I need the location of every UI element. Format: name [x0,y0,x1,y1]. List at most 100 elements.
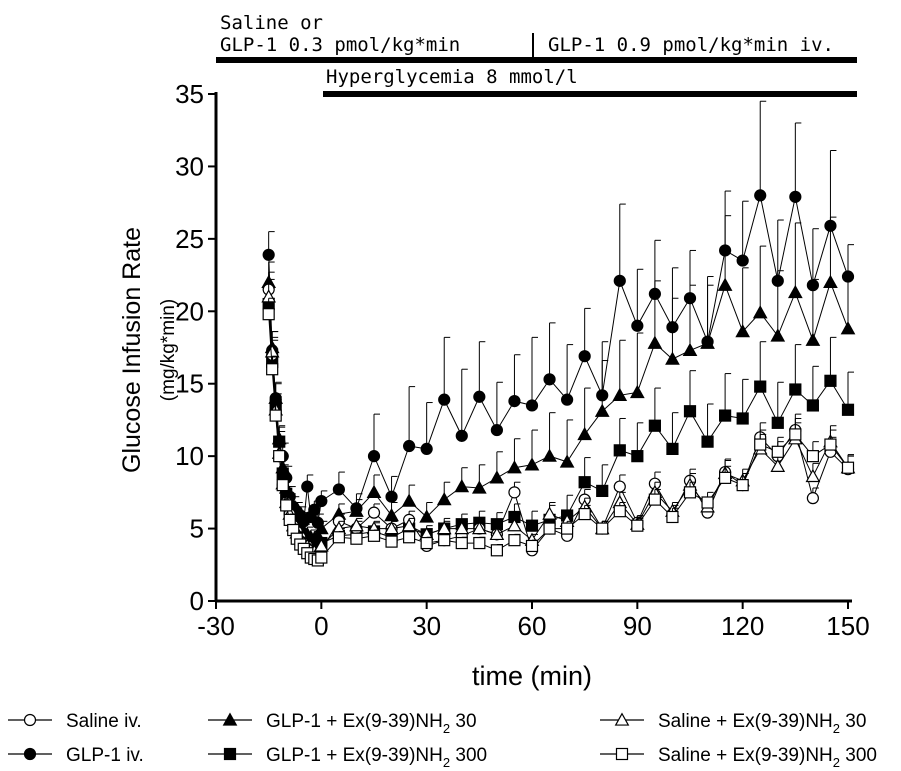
data-point-square [806,450,819,463]
hyperglycemia-label: Hyperglycemia 8 mmol/l [326,66,578,88]
data-point-circle [23,713,37,727]
legend-label: Saline + Ex(9-39)NH2 30 [658,711,866,736]
data-point-circle [508,394,521,408]
data-point-triangle [614,712,630,726]
x-tick-label: -30 [197,611,235,641]
data-point-triangle [542,448,557,462]
data-point-triangle [384,521,399,535]
data-point-square [648,419,661,432]
x-tick-label: 60 [518,611,547,641]
legend: Saline iv. GLP-1 iv. GLP-1 + Ex(9-39)NH2 3… [8,711,877,770]
data-point-triangle [454,479,470,493]
data-point-triangle [665,351,680,365]
data-point-square [771,445,784,458]
data-point-square [806,399,819,412]
data-point-square [269,409,282,422]
phase2-label: GLP-1 0.9 pmol/kg*min iv. [548,34,834,56]
data-point-triangle [805,332,821,346]
data-point-square [648,493,661,506]
data-point-square [455,536,468,550]
legend-item: GLP-1 iv. [8,745,144,766]
data-point-triangle [313,521,329,535]
data-point-square [683,486,697,499]
data-point-square [262,308,275,321]
data-point-circle [789,190,802,203]
data-point-triangle [384,507,399,522]
data-point-triangle [717,277,733,291]
legend-item: GLP-1 + Ex(9-39)NH2 300 [208,745,487,770]
x-axis-title: time (min) [472,661,592,691]
data-point-square [771,416,784,429]
data-point-square [332,531,345,544]
data-point-square [490,544,503,557]
data-point-circle [332,483,345,496]
data-point-square [223,747,237,761]
legend-label: Saline iv. [66,711,142,732]
data-point-square [578,507,591,521]
data-point-triangle [436,521,452,535]
data-point-square [719,471,732,484]
data-point-circle [403,439,416,453]
data-point-triangle [787,284,803,299]
data-point-circle [23,747,37,761]
data-point-square [283,513,296,526]
series-square-open [262,297,855,567]
data-point-triangle [840,321,856,335]
data-point-triangle [770,458,786,472]
data-point-square [666,442,679,455]
y-axis-unit: (mg/kg*min) [158,299,179,401]
data-point-square [578,476,591,489]
data-point-circle [490,423,503,437]
data-point-square [525,519,539,532]
y-tick-label: 0 [190,586,204,616]
data-point-circle [754,189,767,202]
data-point-triangle [700,335,715,349]
data-point-circle [308,503,321,516]
x-tick-label: 30 [412,611,441,641]
data-point-circle [367,506,381,519]
legend-label: GLP-1 + Ex(9-39)NH2 300 [266,745,487,770]
data-point-square [736,412,749,425]
data-point-circle [806,492,819,505]
data-point-square [631,450,644,463]
data-point-circle [543,373,556,386]
data-point-circle [420,442,433,455]
data-point-square [615,747,629,761]
data-point-square [276,479,289,492]
data-point-circle [578,350,591,363]
legend-item: Saline + Ex(9-39)NH2 300 [600,745,877,770]
data-point-square [280,499,293,512]
data-point-square [273,450,286,463]
data-point-circle [508,486,521,499]
data-point-square [754,438,767,451]
data-point-circle [561,393,574,406]
data-point-triangle [559,454,575,468]
data-point-square [403,531,416,544]
data-point-triangle [805,468,821,483]
data-point-square [315,551,328,564]
data-point-triangle [454,521,470,535]
data-point-square [367,529,381,542]
x-tick-label: 150 [826,611,869,641]
data-point-circle [438,393,451,406]
data-point-circle [301,480,314,493]
data-point-triangle [647,335,663,349]
data-point-triangle [770,328,786,342]
data-point-triangle [366,484,382,499]
legend-label: GLP-1 iv. [66,745,144,766]
data-point-circle [455,429,468,442]
data-point-triangle [612,387,628,401]
y-tick-label: 5 [190,514,204,544]
data-point-circle [473,390,486,403]
series-line [268,280,849,540]
protocol-header: Saline or GLP-1 0.3 pmol/kg*min GLP-1 0.… [216,12,857,97]
data-point-triangle [489,526,505,541]
data-point-triangle [752,305,768,319]
data-point-triangle [524,457,540,471]
data-point-triangle [401,518,417,532]
data-point-square [789,428,802,441]
data-point-square [841,461,855,474]
y-tick-label: 35 [175,79,204,109]
data-point-triangle [471,480,487,494]
